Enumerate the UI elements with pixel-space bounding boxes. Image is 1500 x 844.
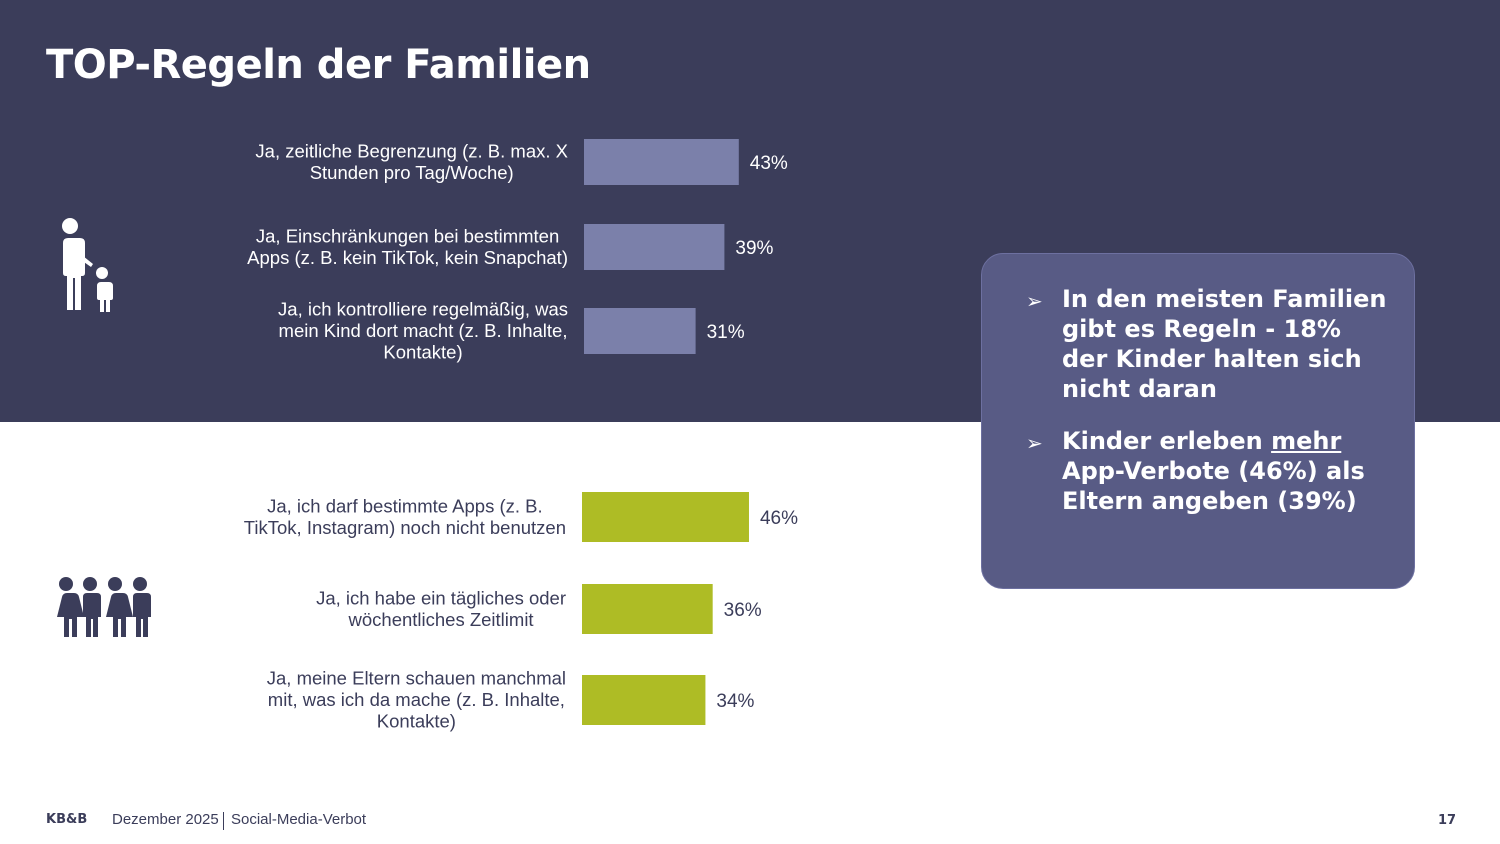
category-label: Ja, ich habe ein tägliches oder wöchentli… <box>316 587 566 630</box>
arrow-bullet-icon: ➢ <box>1026 431 1043 455</box>
bullet-text: App-Verbote (46%) als Eltern angeben (39… <box>1062 457 1365 515</box>
footer-logo: KB&B <box>46 812 88 827</box>
category-label: Ja, meine Eltern schauen manchmal mit, wa… <box>267 668 566 732</box>
info-bullet-2: ➢ Kinder erleben mehr App-Verbote (46%) a… <box>1026 426 1390 516</box>
chart-children: 46% Ja, ich darf bestimmte Apps (z. B. Tik… <box>244 492 798 732</box>
info-bullet-1: ➢ In den meisten Familien gibt es Regeln … <box>1026 284 1390 404</box>
footer-topic: Social-Media-Verbot <box>231 811 367 828</box>
value-label: 34% <box>716 691 754 712</box>
bar-children-1 <box>582 492 749 542</box>
category-label: Ja, ich darf bestimmte Apps (z. B. TikTok… <box>244 495 566 538</box>
value-label: 36% <box>724 600 762 621</box>
page-number: 17 <box>1438 813 1457 828</box>
bar-children-3 <box>582 675 706 725</box>
bullet-text: Kinder erleben <box>1062 427 1272 455</box>
footer-date: Dezember 2025 <box>112 811 219 828</box>
info-box: ➢ In den meisten Familien gibt es Regeln … <box>981 253 1415 589</box>
parent-child-icon <box>60 218 113 312</box>
arrow-bullet-icon: ➢ <box>1026 289 1043 313</box>
footer-divider <box>223 812 224 830</box>
bar-children-2 <box>582 584 713 634</box>
page-title: TOP-Regeln der Familien <box>46 42 591 88</box>
bullet-text: In den meisten Familien gibt es Regeln -… <box>1062 285 1387 403</box>
children-group-icon <box>57 577 151 637</box>
emphasis-text: mehr <box>1271 427 1342 455</box>
value-label: 46% <box>760 508 798 529</box>
